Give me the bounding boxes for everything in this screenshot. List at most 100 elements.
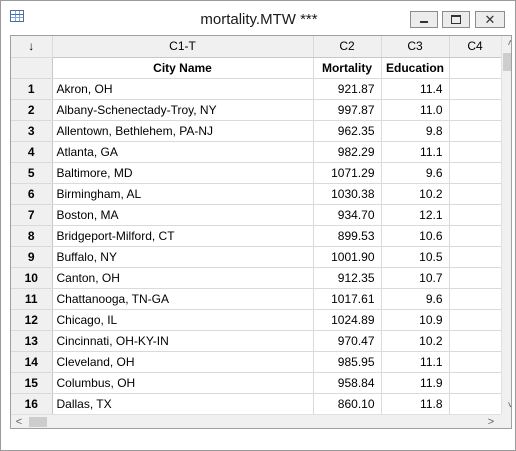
- mortality-cell[interactable]: 860.10: [313, 393, 382, 415]
- education-cell[interactable]: 10.5: [381, 246, 450, 268]
- vertical-scroll-thumb[interactable]: [503, 53, 511, 71]
- mortality-cell[interactable]: 921.87: [313, 78, 382, 100]
- education-cell[interactable]: 9.6: [381, 288, 450, 310]
- minimize-button[interactable]: [410, 11, 438, 28]
- title-bar[interactable]: mortality.MTW *** ✕: [1, 1, 515, 34]
- c4-cell[interactable]: [449, 78, 502, 100]
- city-cell[interactable]: Buffalo, NY: [52, 246, 314, 268]
- mortality-cell[interactable]: 962.35: [313, 120, 382, 142]
- mortality-cell[interactable]: 970.47: [313, 330, 382, 352]
- education-cell[interactable]: 11.1: [381, 141, 450, 163]
- city-cell[interactable]: Atlanta, GA: [52, 141, 314, 163]
- education-cell[interactable]: 10.6: [381, 225, 450, 247]
- vertical-scrollbar[interactable]: ˄ ˅: [501, 36, 511, 414]
- row-number[interactable]: 15: [11, 372, 53, 394]
- horizontal-scrollbar[interactable]: < >: [11, 414, 501, 428]
- education-cell[interactable]: 10.9: [381, 309, 450, 331]
- column-header-c1[interactable]: C1-T: [52, 36, 314, 58]
- education-cell[interactable]: 11.0: [381, 99, 450, 121]
- row-number[interactable]: 12: [11, 309, 53, 331]
- mortality-cell[interactable]: 1001.90: [313, 246, 382, 268]
- row-number[interactable]: 11: [11, 288, 53, 310]
- education-cell[interactable]: 11.8: [381, 393, 450, 415]
- education-cell[interactable]: 9.8: [381, 120, 450, 142]
- c4-cell[interactable]: [449, 204, 502, 226]
- maximize-button[interactable]: [442, 11, 470, 28]
- mortality-cell[interactable]: 982.29: [313, 141, 382, 163]
- c4-cell[interactable]: [449, 225, 502, 247]
- mortality-cell[interactable]: 997.87: [313, 99, 382, 121]
- education-cell[interactable]: 12.1: [381, 204, 450, 226]
- c4-cell[interactable]: [449, 120, 502, 142]
- row-number[interactable]: 13: [11, 330, 53, 352]
- c4-cell[interactable]: [449, 351, 502, 373]
- scroll-left-arrow-icon[interactable]: <: [15, 416, 23, 428]
- education-cell[interactable]: 11.9: [381, 372, 450, 394]
- column-name-c4[interactable]: [449, 57, 502, 79]
- c4-cell[interactable]: [449, 372, 502, 394]
- city-cell[interactable]: Boston, MA: [52, 204, 314, 226]
- row-number[interactable]: 9: [11, 246, 53, 268]
- row-number[interactable]: 10: [11, 267, 53, 289]
- education-cell[interactable]: 10.7: [381, 267, 450, 289]
- city-cell[interactable]: Dallas, TX: [52, 393, 314, 415]
- education-cell[interactable]: 11.4: [381, 78, 450, 100]
- c4-cell[interactable]: [449, 393, 502, 415]
- city-cell[interactable]: Bridgeport-Milford, CT: [52, 225, 314, 247]
- city-cell[interactable]: Chattanooga, TN-GA: [52, 288, 314, 310]
- column-name-c3[interactable]: Education: [381, 57, 450, 79]
- mortality-cell[interactable]: 912.35: [313, 267, 382, 289]
- row-number[interactable]: 7: [11, 204, 53, 226]
- mortality-cell[interactable]: 958.84: [313, 372, 382, 394]
- education-cell[interactable]: 10.2: [381, 183, 450, 205]
- city-cell[interactable]: Chicago, IL: [52, 309, 314, 331]
- mortality-cell[interactable]: 934.70: [313, 204, 382, 226]
- city-cell[interactable]: Cleveland, OH: [52, 351, 314, 373]
- row-number[interactable]: 5: [11, 162, 53, 184]
- column-header-c4[interactable]: C4: [449, 36, 502, 58]
- row-number[interactable]: 6: [11, 183, 53, 205]
- worksheet-grid[interactable]: ↓ C1-T C2 C3 C4 City Name Mortality Educ…: [10, 35, 512, 429]
- education-cell[interactable]: 9.6: [381, 162, 450, 184]
- c4-cell[interactable]: [449, 99, 502, 121]
- education-cell[interactable]: 10.2: [381, 330, 450, 352]
- c4-cell[interactable]: [449, 162, 502, 184]
- education-cell[interactable]: 11.1: [381, 351, 450, 373]
- city-cell[interactable]: Cincinnati, OH-KY-IN: [52, 330, 314, 352]
- c4-cell[interactable]: [449, 309, 502, 331]
- c4-cell[interactable]: [449, 330, 502, 352]
- column-header-c3[interactable]: C3: [381, 36, 450, 58]
- scroll-down-arrow-icon[interactable]: ˅: [502, 398, 511, 414]
- city-cell[interactable]: Albany-Schenectady-Troy, NY: [52, 99, 314, 121]
- c4-cell[interactable]: [449, 141, 502, 163]
- city-cell[interactable]: Canton, OH: [52, 267, 314, 289]
- column-name-c2[interactable]: Mortality: [313, 57, 382, 79]
- c4-cell[interactable]: [449, 288, 502, 310]
- column-name-c1[interactable]: City Name: [52, 57, 314, 79]
- city-cell[interactable]: Akron, OH: [52, 78, 314, 100]
- corner-cell[interactable]: ↓: [11, 36, 53, 58]
- city-cell[interactable]: Baltimore, MD: [52, 162, 314, 184]
- mortality-cell[interactable]: 1030.38: [313, 183, 382, 205]
- c4-cell[interactable]: [449, 183, 502, 205]
- scroll-up-arrow-icon[interactable]: ˄: [502, 36, 511, 52]
- close-button[interactable]: ✕: [475, 11, 505, 28]
- city-cell[interactable]: Allentown, Bethlehem, PA-NJ: [52, 120, 314, 142]
- scroll-right-arrow-icon[interactable]: >: [487, 416, 495, 428]
- horizontal-scroll-thumb[interactable]: [29, 417, 47, 427]
- row-number[interactable]: 1: [11, 78, 53, 100]
- city-cell[interactable]: Birmingham, AL: [52, 183, 314, 205]
- city-cell[interactable]: Columbus, OH: [52, 372, 314, 394]
- mortality-cell[interactable]: 1071.29: [313, 162, 382, 184]
- column-header-c2[interactable]: C2: [313, 36, 382, 58]
- row-number[interactable]: 8: [11, 225, 53, 247]
- row-number[interactable]: 4: [11, 141, 53, 163]
- mortality-cell[interactable]: 1024.89: [313, 309, 382, 331]
- row-number[interactable]: 3: [11, 120, 53, 142]
- mortality-cell[interactable]: 899.53: [313, 225, 382, 247]
- c4-cell[interactable]: [449, 267, 502, 289]
- c4-cell[interactable]: [449, 246, 502, 268]
- mortality-cell[interactable]: 1017.61: [313, 288, 382, 310]
- row-number[interactable]: 16: [11, 393, 53, 415]
- row-number[interactable]: 2: [11, 99, 53, 121]
